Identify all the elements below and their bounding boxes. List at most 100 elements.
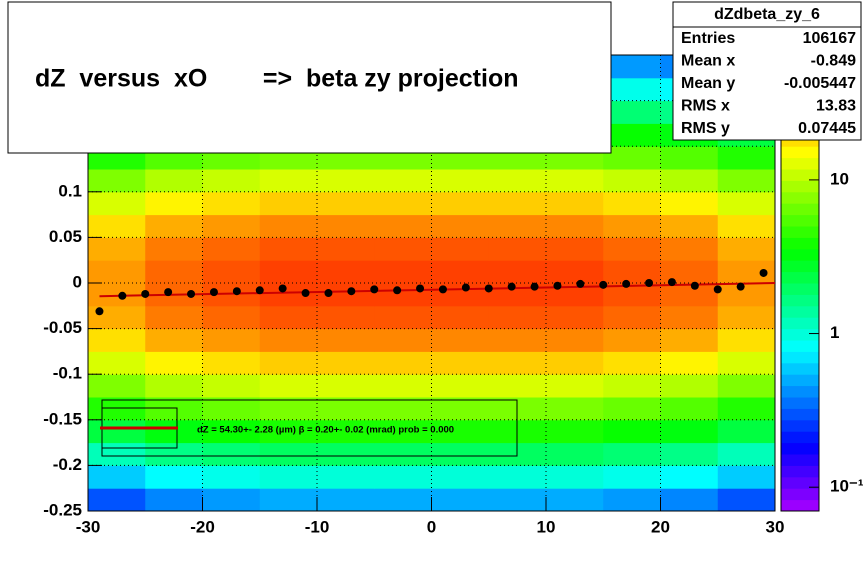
heat-cell xyxy=(374,214,432,238)
profile-point xyxy=(232,287,241,296)
heat-cell xyxy=(603,351,661,375)
colorbar-segment xyxy=(781,294,819,307)
heat-cell xyxy=(546,351,604,375)
heat-cell xyxy=(546,260,604,284)
colorbar-segment xyxy=(781,374,819,387)
heat-cell xyxy=(603,146,661,170)
heat-cell xyxy=(717,169,776,193)
stats-title: dZdbeta_zy_6 xyxy=(714,6,820,23)
heat-cell xyxy=(603,214,661,238)
heat-cell xyxy=(374,419,432,444)
colorbar-segment xyxy=(781,340,819,352)
heat-cell xyxy=(88,374,146,398)
heat-cell xyxy=(202,351,261,375)
profile-point xyxy=(278,284,287,293)
heat-cell xyxy=(202,214,261,238)
heat-cell xyxy=(145,419,203,444)
heat-cell xyxy=(88,169,146,193)
heat-cell xyxy=(145,397,203,421)
colorbar-segment xyxy=(781,226,819,238)
heat-cell xyxy=(259,465,318,489)
heat-cell xyxy=(431,397,490,421)
profile-point xyxy=(324,289,333,298)
heat-cell xyxy=(259,237,318,261)
heat-cell xyxy=(317,397,375,421)
heat-cell xyxy=(717,465,776,489)
heat-cell xyxy=(660,419,719,444)
stats-value: 106167 xyxy=(803,30,856,47)
heat-cell xyxy=(603,397,661,421)
stats-name: Mean y xyxy=(681,75,735,92)
heat-cell xyxy=(660,374,719,398)
heat-cell xyxy=(317,260,375,284)
stats-name: RMS y xyxy=(681,120,730,137)
heat-cell xyxy=(660,146,719,170)
profile-point xyxy=(553,281,562,290)
heat-cell xyxy=(145,442,203,466)
colorbar-tick-label: 1 xyxy=(830,323,839,342)
heat-cell xyxy=(317,328,375,352)
heat-cell xyxy=(717,442,776,466)
heat-cell xyxy=(431,214,490,238)
colorbar-segment xyxy=(781,146,819,159)
colorbar-tick-label: 10 xyxy=(830,169,849,188)
stats-value: -0.005447 xyxy=(784,75,856,92)
profile-point xyxy=(736,282,745,291)
heat-cell xyxy=(488,374,547,398)
heat-cell xyxy=(317,374,375,398)
heat-cell xyxy=(259,169,318,193)
x-tick-label: -20 xyxy=(190,517,215,536)
y-tick-label: -0.25 xyxy=(43,500,82,519)
heat-cell xyxy=(717,488,776,512)
heat-cell xyxy=(145,488,203,512)
colorbar-segment xyxy=(781,465,819,478)
profile-point xyxy=(484,284,493,293)
heat-cell xyxy=(660,351,719,375)
stats-value: 0.07445 xyxy=(798,120,856,137)
heat-cell xyxy=(660,328,719,352)
heat-cell xyxy=(717,283,776,307)
heat-cell xyxy=(259,191,318,216)
heat-cell xyxy=(259,283,318,307)
profile-point xyxy=(347,287,356,296)
title-box xyxy=(7,1,612,154)
profile-point xyxy=(507,282,516,291)
heat-cell xyxy=(374,191,432,216)
profile-point xyxy=(370,285,379,294)
heat-cell xyxy=(546,397,604,421)
heat-cell xyxy=(145,169,203,193)
heat-cell xyxy=(374,260,432,284)
colorbar-segment xyxy=(781,237,819,250)
profile-point xyxy=(301,289,310,298)
colorbar-segment xyxy=(781,328,819,341)
heat-cell xyxy=(603,260,661,284)
heat-cell xyxy=(488,328,547,352)
heat-cell xyxy=(603,374,661,398)
heat-cell xyxy=(202,397,261,421)
colorbar-segment xyxy=(781,362,819,375)
heat-cell xyxy=(374,169,432,193)
heat-cell xyxy=(317,442,375,466)
heat-cell xyxy=(88,328,146,352)
heat-cell xyxy=(317,169,375,193)
profile-point xyxy=(141,289,150,298)
heat-cell xyxy=(603,442,661,466)
heat-cell xyxy=(259,214,318,238)
heat-cell xyxy=(431,374,490,398)
heat-cell xyxy=(88,351,146,375)
profile-point xyxy=(690,281,699,290)
colorbar-segment xyxy=(781,305,819,318)
colorbar-segment xyxy=(781,191,819,204)
heat-cell xyxy=(202,419,261,444)
heat-cell xyxy=(488,169,547,193)
heat-cell xyxy=(88,237,146,261)
y-tick-label: -0.1 xyxy=(53,364,82,383)
heat-cell xyxy=(202,283,261,307)
stats-name: RMS x xyxy=(681,98,730,115)
heat-cell xyxy=(145,351,203,375)
heat-cell xyxy=(259,328,318,352)
heat-cell xyxy=(488,488,547,512)
y-tick-label: -0.2 xyxy=(53,455,82,474)
heat-cell xyxy=(431,283,490,307)
heat-cell xyxy=(546,488,604,512)
